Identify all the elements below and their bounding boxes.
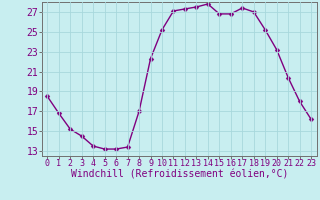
X-axis label: Windchill (Refroidissement éolien,°C): Windchill (Refroidissement éolien,°C): [70, 170, 288, 180]
